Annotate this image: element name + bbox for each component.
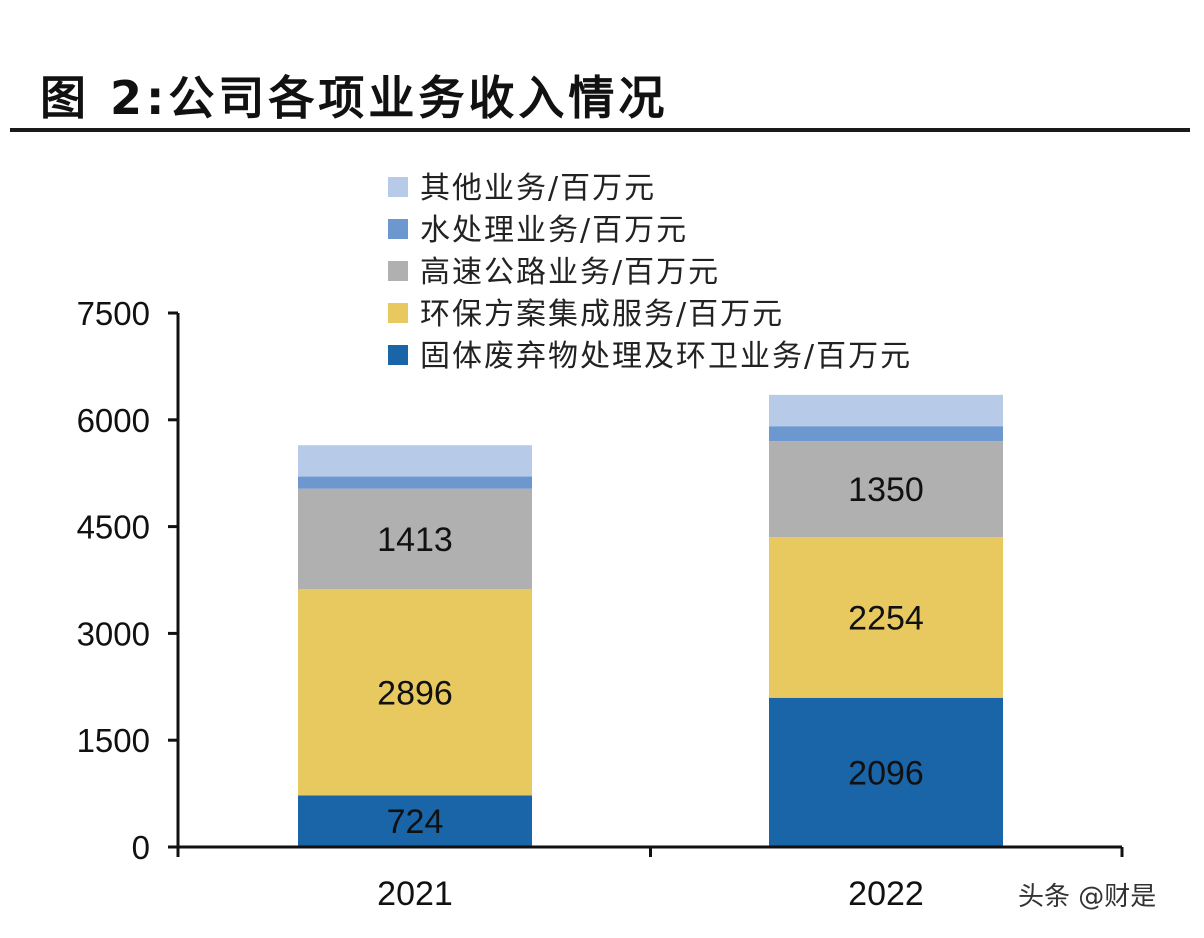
data-label: 2896 [377, 674, 453, 712]
bar-segment [769, 426, 1003, 442]
x-tick-label: 2021 [377, 875, 453, 913]
y-tick-label: 4500 [77, 509, 150, 546]
bar-segment [298, 445, 532, 477]
legend-label: 高速公路业务/百万元 [420, 255, 720, 290]
legend-label: 水处理业务/百万元 [420, 213, 688, 248]
bar-segment [769, 441, 1003, 538]
legend-label: 环保方案集成服务/百万元 [420, 297, 784, 332]
bar-segment [769, 394, 1003, 427]
y-tick-label: 6000 [77, 402, 150, 439]
bar-label-group: 724 2896 1413 2096 2254 1350 [377, 471, 924, 841]
legend-swatch [388, 261, 408, 281]
data-label: 1350 [848, 471, 924, 509]
bar-segment [298, 476, 532, 489]
axes-group: 0 1500 3000 4500 6000 7500 2021 2022 [77, 295, 1124, 913]
watermark: 头条 @财是 [1018, 882, 1157, 912]
data-label: 1413 [377, 521, 453, 559]
legend-swatch [388, 219, 408, 239]
y-tick-label: 0 [132, 829, 150, 866]
legend-label: 固体废弃物处理及环卫业务/百万元 [420, 339, 912, 374]
data-label: 2254 [848, 600, 924, 638]
y-tick-label: 3000 [77, 615, 150, 652]
legend-swatch [388, 303, 408, 323]
figure-title: 图 2:公司各项业务收入情况 [40, 71, 669, 125]
legend-label: 其他业务/百万元 [420, 171, 656, 206]
data-label: 724 [387, 803, 444, 841]
y-tick-label: 1500 [77, 722, 150, 759]
y-tick-label: 7500 [77, 295, 150, 332]
title-rule [10, 128, 1190, 132]
x-tick-label: 2022 [848, 875, 924, 913]
data-label: 2096 [848, 754, 924, 792]
bar-segment [298, 795, 532, 847]
bar-segment [769, 537, 1003, 698]
legend-swatch [388, 345, 408, 365]
legend: 其他业务/百万元水处理业务/百万元高速公路业务/百万元环保方案集成服务/百万元固… [388, 171, 912, 374]
bar-segment [298, 589, 532, 796]
legend-swatch [388, 177, 408, 197]
bar-segment [298, 488, 532, 590]
bar-group [298, 394, 1003, 847]
bar-segment [769, 697, 1003, 847]
